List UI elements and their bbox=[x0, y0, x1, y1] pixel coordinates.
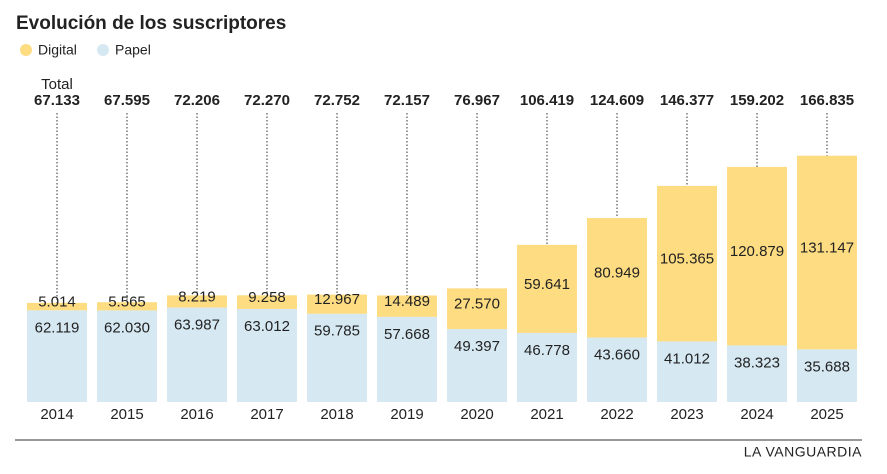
x-tick-label: 2015 bbox=[110, 406, 143, 423]
bar-segment bbox=[587, 337, 647, 402]
value-label: 46.778 bbox=[524, 342, 570, 359]
value-label: 57.668 bbox=[384, 326, 430, 343]
x-tick-label: 2024 bbox=[740, 406, 773, 423]
value-label: 49.397 bbox=[454, 338, 500, 355]
bar-segment bbox=[447, 288, 507, 330]
value-label: 120.879 bbox=[730, 243, 784, 260]
x-tick-label: 2021 bbox=[530, 406, 563, 423]
x-tick-label: 2022 bbox=[600, 406, 633, 423]
bar-segment bbox=[27, 310, 87, 402]
total-label: 124.609 bbox=[590, 92, 644, 109]
x-tick-label: 2020 bbox=[460, 406, 493, 423]
value-label: 8.219 bbox=[178, 288, 216, 305]
x-tick-label: 2023 bbox=[670, 406, 703, 423]
bar-segment bbox=[727, 345, 787, 402]
value-label: 41.012 bbox=[664, 350, 710, 367]
value-label: 62.119 bbox=[35, 319, 80, 336]
value-label: 9.258 bbox=[248, 289, 286, 306]
bar-segment bbox=[377, 295, 437, 317]
total-label: 67.595 bbox=[104, 92, 150, 109]
x-tick-label: 2025 bbox=[810, 406, 843, 423]
bar-segment bbox=[167, 295, 227, 308]
legend-swatch bbox=[97, 44, 109, 56]
total-label: 67.133 bbox=[34, 92, 80, 109]
source: LA VANGUARDIA bbox=[744, 444, 862, 460]
bar-segment bbox=[307, 294, 367, 314]
total-label: 166.835 bbox=[800, 92, 854, 109]
value-label: 59.641 bbox=[524, 276, 570, 293]
bar-segment bbox=[657, 185, 717, 342]
value-label: 63.987 bbox=[174, 316, 220, 333]
value-label: 5.565 bbox=[108, 293, 146, 310]
value-label: 59.785 bbox=[314, 323, 360, 340]
value-label: 35.688 bbox=[804, 358, 850, 375]
total-heading: Total bbox=[41, 76, 73, 93]
bar-segment bbox=[517, 244, 577, 333]
x-tick-label: 2014 bbox=[40, 406, 73, 423]
value-label: 12.967 bbox=[314, 291, 360, 308]
value-label: 14.489 bbox=[384, 293, 430, 310]
x-tick-label: 2019 bbox=[390, 406, 423, 423]
chart-title: Evolución de los suscriptores bbox=[16, 13, 286, 34]
value-label: 62.030 bbox=[104, 319, 150, 336]
bar-segment bbox=[727, 166, 787, 346]
value-label: 38.323 bbox=[734, 354, 780, 371]
legend-swatch bbox=[20, 44, 32, 56]
bar-segment bbox=[307, 313, 367, 402]
bar-segment bbox=[97, 310, 157, 402]
bar-segment bbox=[377, 316, 437, 402]
value-label: 63.012 bbox=[244, 318, 290, 335]
total-label: 72.752 bbox=[314, 92, 360, 109]
bar-segment bbox=[447, 329, 507, 402]
total-label: 146.377 bbox=[660, 92, 714, 109]
total-label: 72.270 bbox=[244, 92, 290, 109]
bar-segment bbox=[237, 308, 297, 402]
total-label: 72.157 bbox=[384, 92, 430, 109]
value-label: 105.365 bbox=[660, 251, 714, 268]
total-label: 72.206 bbox=[174, 92, 220, 109]
value-label: 131.147 bbox=[800, 239, 854, 256]
bar-segment bbox=[587, 218, 647, 338]
x-tick-label: 2018 bbox=[320, 406, 353, 423]
bar-segment bbox=[167, 307, 227, 402]
total-label: 76.967 bbox=[454, 92, 500, 109]
legend-label: Papel bbox=[115, 42, 151, 58]
bar-segment bbox=[797, 155, 857, 350]
bar-segment bbox=[797, 349, 857, 402]
bar-segment bbox=[237, 295, 297, 309]
bar-segment bbox=[97, 302, 157, 311]
bar-segment bbox=[517, 332, 577, 402]
value-label: 27.570 bbox=[454, 296, 500, 313]
legend-label: Digital bbox=[38, 42, 77, 58]
value-label: 80.949 bbox=[594, 265, 640, 282]
total-label: 159.202 bbox=[730, 92, 784, 109]
x-tick-label: 2016 bbox=[180, 406, 213, 423]
value-label: 43.660 bbox=[594, 347, 640, 364]
x-tick-label: 2017 bbox=[250, 406, 283, 423]
bar-segment bbox=[657, 341, 717, 402]
bar-segment bbox=[27, 302, 87, 311]
total-label: 106.419 bbox=[520, 92, 574, 109]
